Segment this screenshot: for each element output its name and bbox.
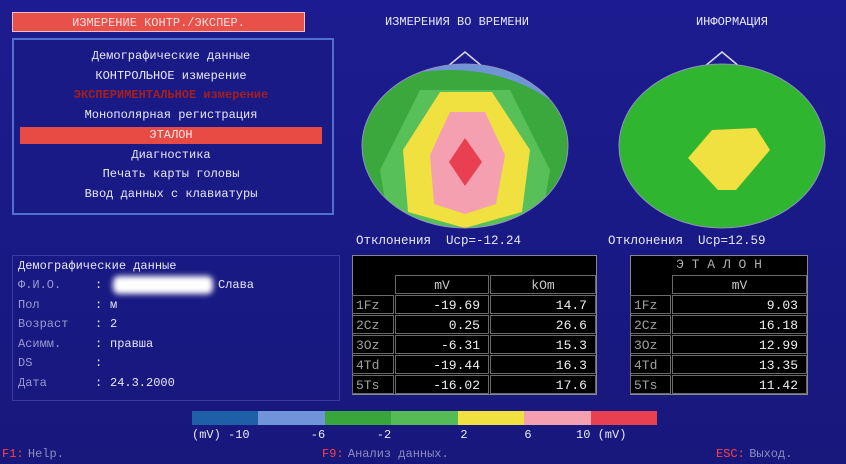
demographics-colon: : (95, 356, 103, 370)
side-menu-item[interactable]: КОНТРОЛЬНОЕ измерение (95, 68, 247, 83)
scale-segment (192, 411, 259, 425)
table-value: -19.69 (395, 295, 489, 314)
menu-bar-item[interactable]: ИЗМЕРЕНИЯ ВО ВРЕМЕНИ (384, 15, 530, 29)
head-map-2 (618, 51, 826, 229)
table-value: 15.3 (490, 335, 596, 354)
table-value: 14.7 (490, 295, 596, 314)
lead-label: 1Fz (630, 295, 671, 314)
lead-label: 3Oz (630, 335, 671, 354)
lead-label: 2Cz (352, 315, 394, 334)
demographics-label: Пол (18, 297, 40, 312)
menu-bar-item[interactable]: ИНФОРМАЦИЯ (695, 15, 768, 29)
demographics-value: м (110, 297, 118, 312)
scale-segment (524, 411, 591, 425)
side-menu-item[interactable]: ЭТАЛОН (20, 126, 322, 144)
scale-label: 10 (mV) (576, 428, 627, 442)
table-value: -16.02 (395, 375, 489, 394)
status-key[interactable]: F9: (322, 447, 344, 461)
lead-label: 1Fz (352, 295, 394, 314)
table-value: 13.35 (672, 355, 807, 374)
column-header: mV (395, 275, 489, 294)
scale-label: -2 (376, 428, 392, 442)
table-value: 0.25 (395, 315, 489, 334)
demographics-value: 2 (110, 317, 118, 331)
demographics-label: Дата (18, 375, 47, 390)
status-text: Анализ данных. (347, 447, 449, 461)
scale-label: (mV) -10 (192, 428, 250, 442)
table-value: 17.6 (490, 375, 596, 394)
table-value: 11.42 (672, 375, 807, 394)
scale-segment (590, 411, 657, 425)
table-value: 9.03 (672, 295, 807, 314)
side-menu-item[interactable]: Печать карты головы (102, 167, 240, 182)
side-menu-item[interactable]: ЭКСПЕРИМЕНТАЛЬНОЕ измерение (73, 88, 269, 103)
menu-bar-item[interactable]: ИЗМЕРЕНИЕ КОНТР./ЭКСПЕР. (12, 12, 305, 32)
scale-label: 6 (524, 428, 532, 442)
head-map-caption: Отклонения Ucp=-12.24 (356, 234, 522, 248)
demographics-colon: : (95, 297, 103, 312)
head-map-caption: Отклонения Ucp=12.59 (608, 234, 766, 248)
lead-label: 2Cz (630, 315, 671, 334)
table-frame (630, 255, 808, 395)
lead-label: 5Ts (630, 375, 671, 394)
demographics-value: правша (110, 336, 154, 351)
scale-label: -6 (310, 428, 326, 442)
table-value: 16.18 (672, 315, 807, 334)
scale-segment (258, 411, 325, 425)
demographics-colon: : (95, 278, 103, 292)
side-menu-item[interactable]: Демографические данные (91, 49, 251, 63)
status-text: Выход. (749, 447, 793, 461)
scale-segment (391, 411, 458, 425)
lead-label: 3Oz (352, 335, 394, 354)
demographics-label: Асимм. (18, 336, 62, 351)
lead-label: 4Td (630, 355, 671, 374)
status-text: Help. (27, 447, 64, 461)
table-value: 16.3 (490, 355, 596, 374)
demographics-colon: : (95, 317, 103, 331)
status-key[interactable]: ESC: (716, 447, 745, 461)
table-frame (352, 255, 597, 395)
side-menu-item[interactable]: Монополярная регистрация (84, 108, 258, 123)
table-value: 12.99 (672, 335, 807, 354)
lead-label: 4Td (352, 355, 394, 374)
demographics-title: Демографические данные (18, 259, 177, 273)
demographics-colon: : (95, 336, 103, 351)
scale-label: 2 (460, 428, 468, 442)
column-header: mV (672, 275, 807, 294)
demographics-label: Возраст (18, 317, 69, 331)
demographics-value: 24.3.2000 (110, 375, 175, 390)
demographics-frame (12, 255, 340, 401)
demographics-label: DS (18, 356, 33, 370)
demographics-colon: : (95, 375, 103, 390)
side-menu-frame (12, 38, 334, 215)
table-value: 26.6 (490, 315, 596, 334)
side-menu-item[interactable]: Диагностика (131, 147, 211, 162)
table-title: Э Т А Л О Н (676, 257, 762, 272)
scale-segment (457, 411, 525, 425)
lead-label: 5Ts (352, 375, 394, 394)
scale-segment (324, 411, 392, 425)
demographics-label: Ф.И.О. (18, 278, 62, 292)
side-menu-item[interactable]: Ввод данных с клавиатуры (84, 186, 258, 201)
demographics-value: Слава (218, 278, 255, 292)
redaction-blur (113, 276, 213, 294)
column-header: kOm (490, 275, 596, 294)
table-value: -19.44 (395, 355, 489, 374)
table-value: -6.31 (395, 335, 489, 354)
status-key[interactable]: F1: (2, 447, 24, 461)
